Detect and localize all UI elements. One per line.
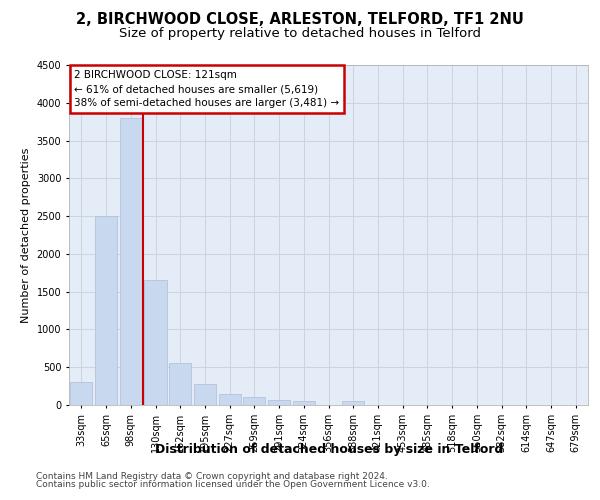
Text: Distribution of detached houses by size in Telford: Distribution of detached houses by size … bbox=[155, 442, 503, 456]
Text: Size of property relative to detached houses in Telford: Size of property relative to detached ho… bbox=[119, 28, 481, 40]
Text: 2, BIRCHWOOD CLOSE, ARLESTON, TELFORD, TF1 2NU: 2, BIRCHWOOD CLOSE, ARLESTON, TELFORD, T… bbox=[76, 12, 524, 26]
Bar bbox=[268, 400, 290, 405]
Bar bbox=[342, 401, 364, 405]
Bar bbox=[70, 382, 92, 405]
Text: Contains HM Land Registry data © Crown copyright and database right 2024.: Contains HM Land Registry data © Crown c… bbox=[36, 472, 388, 481]
Bar bbox=[95, 216, 117, 405]
Bar bbox=[145, 280, 167, 405]
Bar bbox=[243, 396, 265, 405]
Text: Contains public sector information licensed under the Open Government Licence v3: Contains public sector information licen… bbox=[36, 480, 430, 489]
Text: 2 BIRCHWOOD CLOSE: 121sqm
← 61% of detached houses are smaller (5,619)
38% of se: 2 BIRCHWOOD CLOSE: 121sqm ← 61% of detac… bbox=[74, 70, 340, 108]
Bar bbox=[169, 364, 191, 405]
Bar bbox=[218, 394, 241, 405]
Y-axis label: Number of detached properties: Number of detached properties bbox=[21, 148, 31, 322]
Bar bbox=[293, 401, 315, 405]
Bar bbox=[194, 384, 216, 405]
Bar bbox=[119, 118, 142, 405]
